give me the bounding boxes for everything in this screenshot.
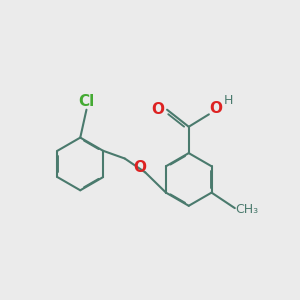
Text: O: O — [133, 160, 146, 175]
Text: CH₃: CH₃ — [235, 203, 258, 216]
Text: Cl: Cl — [78, 94, 94, 110]
Text: O: O — [151, 102, 164, 117]
Text: O: O — [209, 101, 222, 116]
Text: H: H — [224, 94, 233, 107]
